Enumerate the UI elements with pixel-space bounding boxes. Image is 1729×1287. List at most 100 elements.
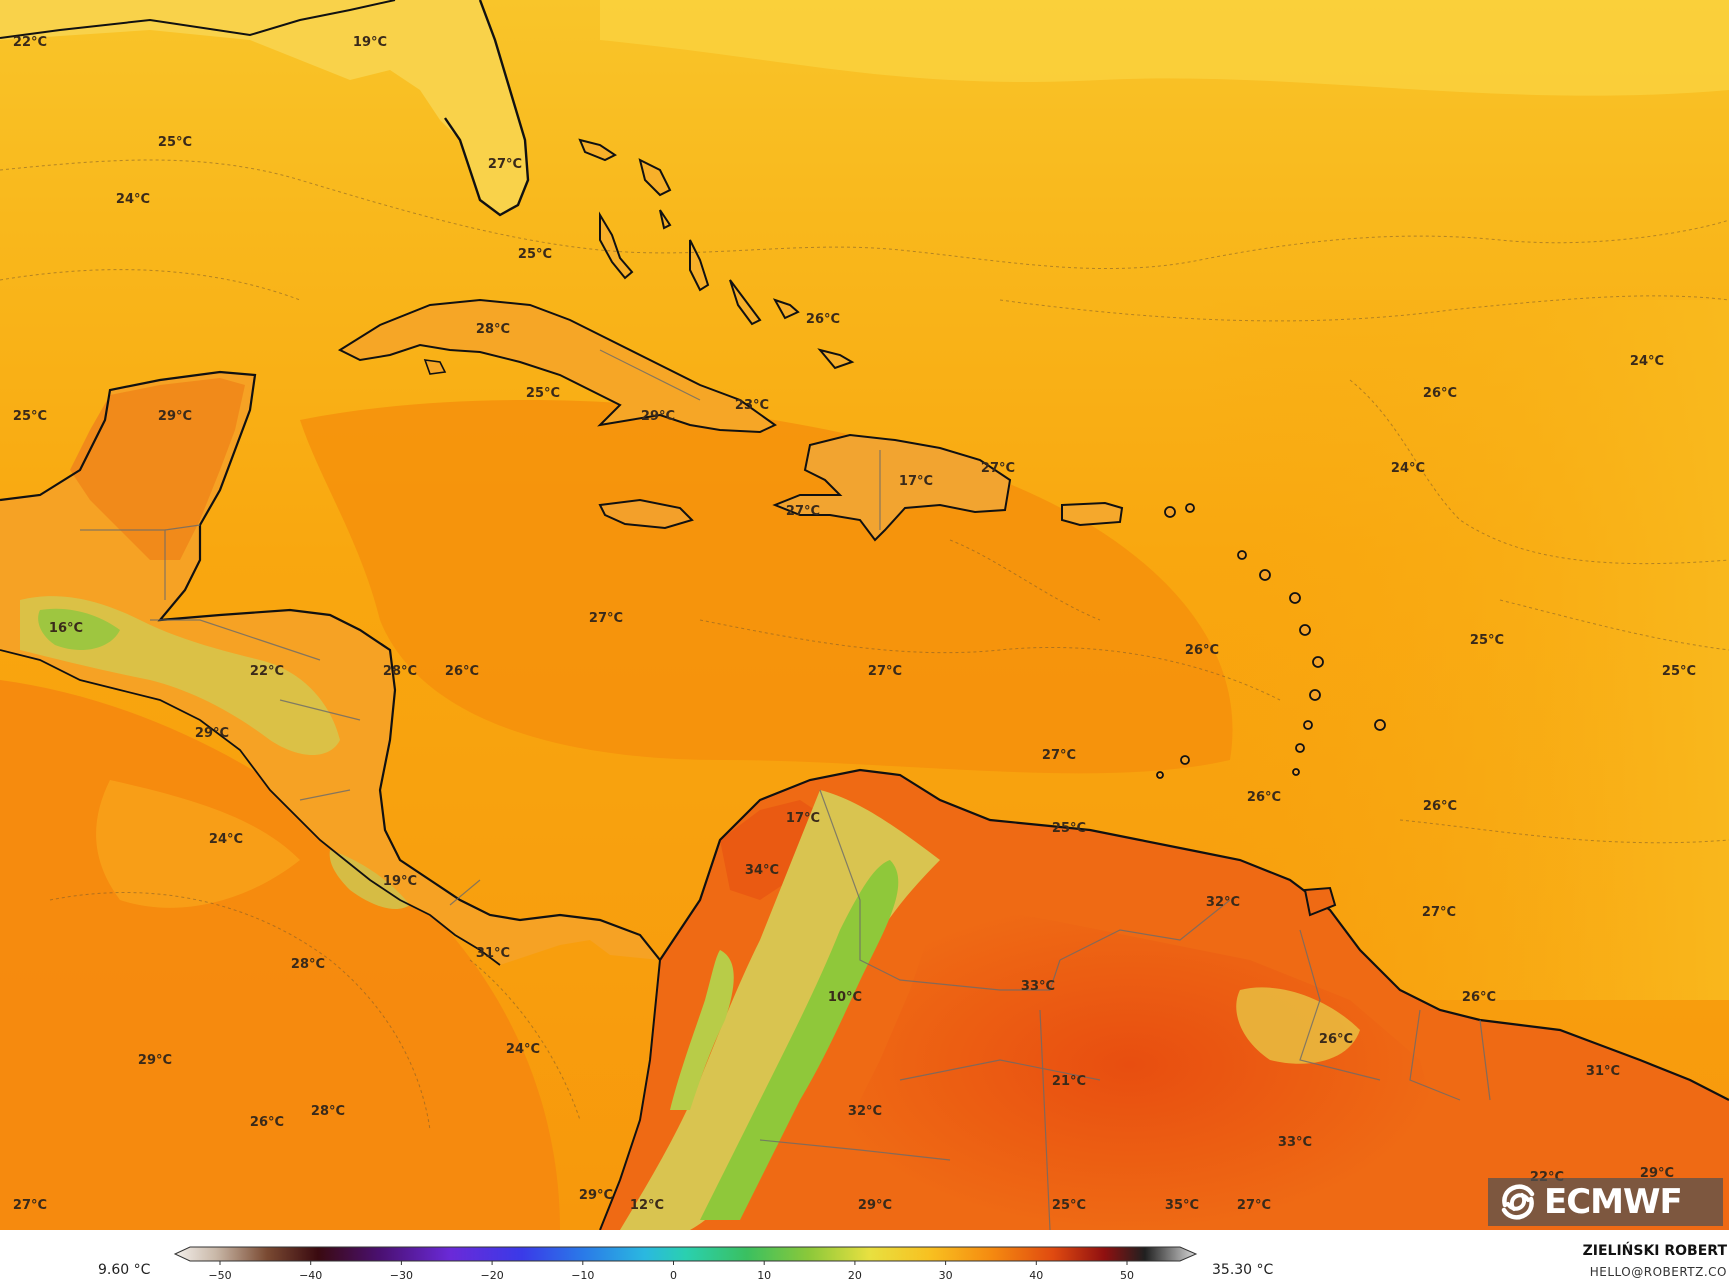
pacific-coast (0, 649, 501, 966)
lesser-antilles (1156, 503, 1386, 779)
temperature-label: 25°C (1470, 633, 1504, 648)
northern-cool-band (600, 0, 1729, 96)
temperature-label: 29°C (158, 409, 192, 424)
temperature-label: 27°C (981, 461, 1015, 476)
legend-bar: 9.60 °C −50 −40 −30 −20 −10 0 10 20 30 40 50 35.30… (0, 1230, 1729, 1287)
temperature-label: 25°C (518, 247, 552, 262)
guiana-highlands (1236, 987, 1360, 1064)
legend-color-scale (173, 1246, 1198, 1262)
temperature-label: 27°C (1042, 748, 1076, 763)
temperature-label: 24°C (1391, 461, 1425, 476)
temperature-label: 26°C (1423, 386, 1457, 401)
temperature-label: 29°C (858, 1198, 892, 1213)
temperature-label: 27°C (1422, 905, 1456, 920)
temperature-label: 28°C (476, 322, 510, 337)
andes-green (700, 860, 899, 1220)
temperature-label: 31°C (1586, 1064, 1620, 1079)
temperature-label: 22°C (13, 35, 47, 50)
temperature-label: 26°C (1423, 799, 1457, 814)
temperature-label: 29°C (1640, 1166, 1674, 1181)
temperature-label: 29°C (138, 1053, 172, 1068)
temperature-labels: 22°C 19°C 25°C 27°C 24°C 25°C 26°C 28°C 24°C 25°C… (13, 35, 1696, 1213)
legend-tick-label: −20 (480, 1269, 503, 1282)
temperature-label: 28°C (291, 957, 325, 972)
legend-tick-label: 0 (670, 1269, 677, 1282)
temperature-label: 29°C (579, 1188, 613, 1203)
isotherm-contours (0, 159, 1729, 1131)
temperature-label: 16°C (49, 621, 83, 636)
legend-tick-label: −50 (208, 1269, 231, 1282)
florida-coast (444, 0, 530, 217)
temperature-label: 26°C (1185, 643, 1219, 658)
temperature-label: 24°C (116, 192, 150, 207)
temperature-label: 27°C (13, 1198, 47, 1213)
temperature-label: 25°C (158, 135, 192, 150)
legend-tick-label: 30 (939, 1269, 953, 1282)
pacific-sa-coast (599, 959, 661, 1230)
temperature-label: 26°C (445, 664, 479, 679)
isla-juventud (423, 359, 447, 375)
temperature-label: 25°C (1052, 1198, 1086, 1213)
temperature-label: 26°C (1462, 990, 1496, 1005)
legend-tick-label: −30 (390, 1269, 413, 1282)
temperature-label: 12°C (630, 1198, 664, 1213)
temperature-label: 21°C (1052, 1074, 1086, 1089)
temperature-label: 25°C (526, 386, 560, 401)
temperature-label: 27°C (868, 664, 902, 679)
temperature-label: 27°C (786, 504, 820, 519)
temperature-label: 23°C (735, 398, 769, 413)
legend-min-label: 9.60 °C (98, 1262, 151, 1278)
temperature-label: 27°C (1237, 1198, 1271, 1213)
central-america-coast (0, 370, 661, 961)
bahamas-islands (578, 138, 855, 370)
trinidad-land (1303, 886, 1337, 917)
temperature-label: 25°C (1662, 664, 1696, 679)
ecmwf-logo: ECMWF (1488, 1178, 1723, 1226)
temperature-label: 26°C (250, 1115, 284, 1130)
legend-tick-label: −40 (299, 1269, 322, 1282)
temperature-label: 17°C (786, 811, 820, 826)
temperature-label: 24°C (1630, 354, 1664, 369)
legend-ticks: −50 −40 −30 −20 −10 0 10 20 30 40 50 (208, 1261, 1134, 1282)
legend-tick-label: 20 (848, 1269, 862, 1282)
legend-tick-label: 10 (757, 1269, 771, 1282)
temperature-label: 28°C (383, 664, 417, 679)
temperature-label: 29°C (195, 726, 229, 741)
temperature-label: 26°C (806, 312, 840, 327)
temperature-label: 26°C (1319, 1032, 1353, 1047)
ecmwf-logo-text: ECMWF (1544, 1182, 1683, 1222)
author-email: HELLO@ROBERTZ.CO (1590, 1265, 1727, 1279)
temperature-label: 33°C (1021, 979, 1055, 994)
andes-west-green (670, 950, 734, 1110)
gulf-coast (0, 0, 396, 39)
map-canvas: 22°C 19°C 25°C 27°C 24°C 25°C 26°C 28°C 24°C 25°C… (0, 0, 1729, 1230)
temperature-label: 33°C (1278, 1135, 1312, 1150)
ecmwf-swirl-icon (1501, 1184, 1535, 1220)
colombia-coast-hot (720, 800, 830, 900)
temperature-label: 22°C (250, 664, 284, 679)
cuba-land (337, 298, 777, 434)
florida-land (0, 0, 528, 215)
temperature-label: 17°C (899, 474, 933, 489)
temperature-label: 34°C (745, 863, 779, 878)
temperature-label: 32°C (848, 1104, 882, 1119)
legend-tick-label: −10 (571, 1269, 594, 1282)
temperature-label: 28°C (311, 1104, 345, 1119)
temperature-label: 27°C (589, 611, 623, 626)
legend-tick-label: 50 (1120, 1269, 1134, 1282)
author-name: ZIELIŃSKI ROBERT (1583, 1241, 1728, 1259)
temperature-label: 19°C (353, 35, 387, 50)
temperature-label: 29°C (641, 409, 675, 424)
puerto-rico-land (1061, 501, 1124, 527)
country-borders (80, 349, 1491, 1230)
temperature-label: 32°C (1206, 895, 1240, 910)
temperature-label: 25°C (1052, 821, 1086, 836)
legend-tick-label: 40 (1029, 1269, 1043, 1282)
yucatan-hot (70, 378, 245, 560)
south-america-coast (659, 768, 1729, 1101)
temperature-label: 31°C (476, 946, 510, 961)
hispaniola-land (772, 433, 1012, 542)
guatemala-green (38, 608, 120, 650)
jamaica-land (598, 498, 694, 530)
pacific-cool-tongue (96, 780, 300, 908)
